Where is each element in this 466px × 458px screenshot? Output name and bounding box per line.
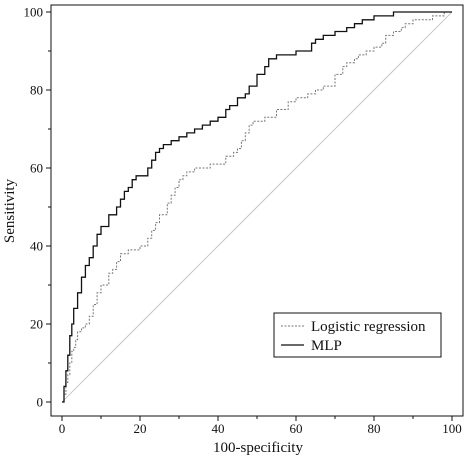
reference-diagonal-line [61, 11, 453, 403]
x-tick-label: 20 [134, 421, 147, 436]
x-tick-label: 0 [59, 421, 66, 436]
y-tick-label: 80 [30, 83, 43, 98]
y-tick-label: 0 [37, 395, 44, 410]
y-tick-label: 60 [30, 161, 43, 176]
legend: Logistic regression MLP [273, 312, 442, 358]
legend-label-logistic-regression: Logistic regression [311, 319, 426, 335]
plot-area [61, 11, 453, 403]
x-tick-label: 40 [212, 421, 225, 436]
y-tick-label: 20 [30, 317, 43, 332]
legend-label-mlp: MLP [311, 338, 342, 354]
axes [46, 4, 464, 421]
y-tick-label: 100 [24, 5, 44, 20]
mlp-curve [62, 11, 452, 403]
x-axis-label: 100-specificity [213, 440, 303, 456]
x-tick-label: 80 [368, 421, 381, 436]
y-tick-label: 40 [30, 239, 43, 254]
legend-box [273, 312, 442, 358]
y-axis-label: Sensitivity [2, 178, 18, 243]
x-tick-label: 100 [442, 421, 462, 436]
x-tick-label: 60 [290, 421, 303, 436]
logistic-regression-curve [62, 11, 452, 403]
tick-labels: 00 20 20 40 40 60 60 80 80 100 100 [24, 5, 462, 437]
